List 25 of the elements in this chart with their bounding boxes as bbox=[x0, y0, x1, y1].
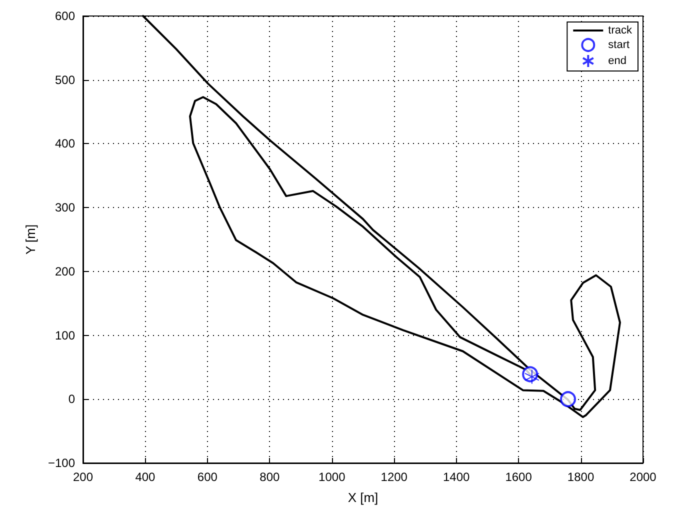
x-tick-label: 400 bbox=[135, 470, 156, 484]
y-tick-label: 500 bbox=[54, 72, 76, 87]
y-tick-label: 100 bbox=[54, 328, 76, 342]
x-axis-title: X [m] bbox=[348, 490, 378, 505]
point bbox=[560, 391, 576, 408]
y-tick-label: 300 bbox=[54, 200, 76, 215]
x-tick-label: 800 bbox=[260, 470, 280, 484]
legend-label: start bbox=[608, 39, 630, 51]
x-tick-label: 2000 bbox=[630, 470, 657, 484]
x-tick-label: 200 bbox=[72, 470, 94, 484]
y-tick-label: 600 bbox=[54, 9, 76, 23]
x-tick-label: 1000 bbox=[318, 470, 346, 484]
legend-label: end bbox=[608, 55, 627, 67]
x-tick-label: 1400 bbox=[442, 470, 470, 484]
y-tick-label: 400 bbox=[54, 136, 76, 151]
x-tick-label: 1800 bbox=[567, 470, 594, 484]
y-tick-label: −100 bbox=[48, 456, 76, 470]
point bbox=[524, 369, 540, 384]
x-tick-label: 1200 bbox=[380, 470, 408, 484]
y-tick-label: 200 bbox=[54, 264, 76, 278]
x-tick-label: 1600 bbox=[505, 470, 532, 484]
y-tick-label: 0 bbox=[68, 392, 76, 406]
legend-label: track bbox=[608, 24, 632, 36]
y-axis-title: Y [m] bbox=[23, 224, 38, 255]
x-tick-label: 600 bbox=[197, 470, 218, 484]
